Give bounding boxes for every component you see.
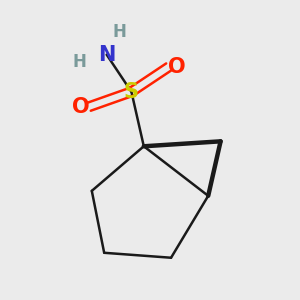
- Text: O: O: [72, 97, 89, 117]
- Text: O: O: [168, 57, 186, 77]
- Text: S: S: [124, 82, 139, 102]
- Text: N: N: [98, 45, 115, 64]
- Text: H: H: [112, 23, 126, 41]
- Text: H: H: [73, 53, 86, 71]
